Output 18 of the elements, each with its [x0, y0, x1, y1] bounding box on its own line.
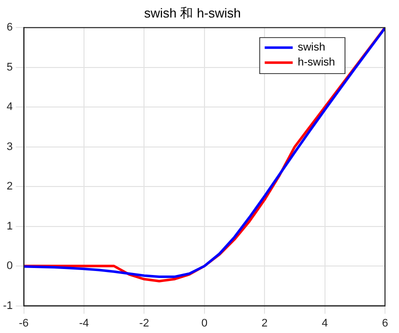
x-tick-label: -2 — [139, 317, 150, 330]
y-tick-label: 6 — [6, 22, 13, 34]
x-tick-label: 2 — [262, 317, 268, 330]
y-tick-label: 4 — [6, 101, 13, 114]
y-tick-label: 1 — [6, 220, 13, 232]
y-tick-label: 5 — [6, 61, 13, 74]
y-tick-label: 3 — [6, 140, 13, 153]
y-tick-label: 0 — [6, 260, 13, 272]
legend-label: swish — [298, 42, 326, 54]
x-tick-label: -4 — [79, 317, 89, 330]
chart-title: swish 和 h-swish — [144, 5, 241, 20]
x-tick-label: 6 — [382, 317, 388, 330]
x-tick-label: 0 — [201, 317, 208, 330]
x-tick-label: -6 — [18, 317, 29, 330]
x-tick-label: 4 — [322, 317, 328, 330]
y-tick-label: -1 — [3, 300, 13, 312]
legend-label: h-swish — [298, 56, 336, 69]
y-tick-label: 2 — [6, 180, 13, 193]
